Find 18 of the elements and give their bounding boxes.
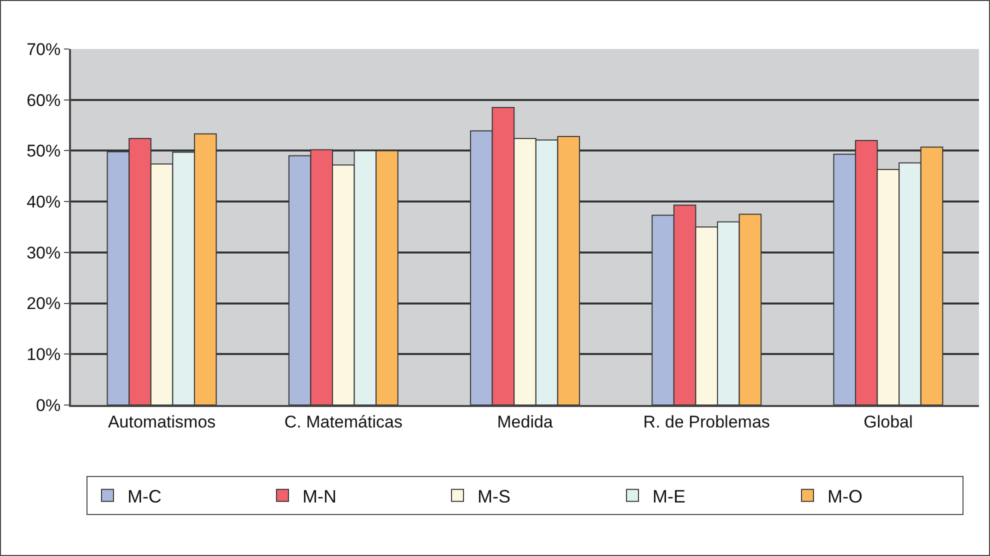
y-tick-label: 60% xyxy=(26,90,61,110)
y-tick-label: 20% xyxy=(26,294,61,314)
legend-label: M-S xyxy=(478,486,510,506)
legend-label: M-N xyxy=(302,486,336,506)
y-tick-label: 70% xyxy=(26,40,61,59)
x-tick-label: C. Matemáticas xyxy=(284,412,402,432)
legend-label: M-C xyxy=(128,486,162,506)
y-tick-label: 30% xyxy=(26,243,61,262)
x-tick-label: R. de Problemas xyxy=(643,412,770,432)
y-tick-label: 0% xyxy=(36,396,61,415)
y-tick-label: 50% xyxy=(26,142,61,161)
x-tick-label: Automatismos xyxy=(108,412,216,432)
y-tick-label: 10% xyxy=(26,345,61,364)
x-tick-label: Medida xyxy=(497,412,554,432)
legend-label: M-O xyxy=(828,486,862,506)
x-tick-label: Global xyxy=(864,412,913,432)
legend-label: M-E xyxy=(652,486,686,506)
y-tick-label: 40% xyxy=(26,192,61,212)
